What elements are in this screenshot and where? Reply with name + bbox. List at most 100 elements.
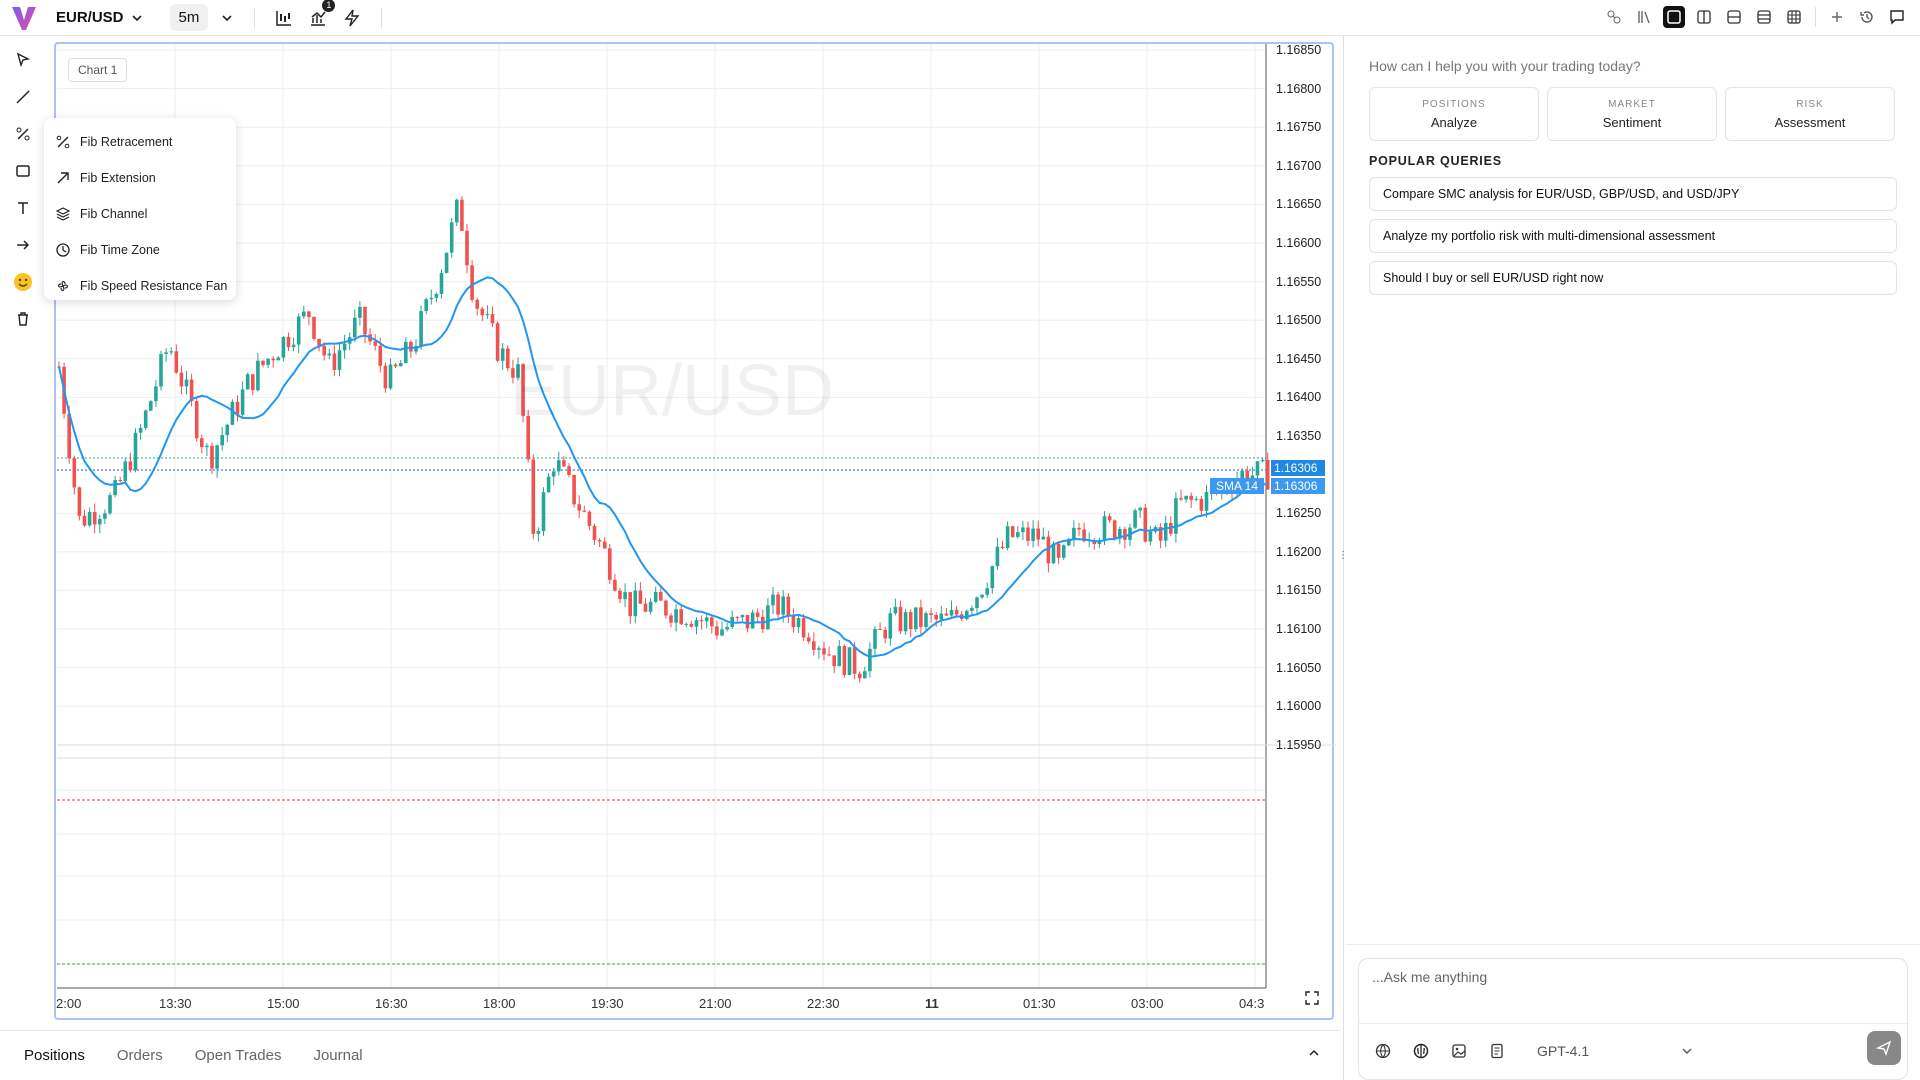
cursor-icon[interactable] <box>0 41 46 78</box>
candle-body <box>669 615 673 623</box>
fibonacci-icon[interactable] <box>0 115 46 152</box>
trend-line-icon[interactable] <box>0 78 46 115</box>
price-tick: 1.16000 <box>1276 699 1322 714</box>
symbol-selector[interactable]: EUR/USD <box>56 9 142 26</box>
query-item[interactable]: Compare SMC analysis for EUR/USD, GBP/US… <box>1369 177 1897 211</box>
tab-positions[interactable]: Positions <box>24 1047 85 1064</box>
candle-body <box>220 435 224 446</box>
candle-body <box>852 647 857 674</box>
candle-body <box>302 311 306 317</box>
layout-two-columns-icon[interactable] <box>1693 6 1715 28</box>
candle-body <box>1036 528 1040 540</box>
card-positions-analyze[interactable]: POSITIONS Analyze <box>1369 87 1539 141</box>
globe-icon[interactable] <box>1371 1039 1395 1063</box>
candle-body <box>1005 526 1010 549</box>
candle-body <box>939 613 944 620</box>
toolbar-divider <box>1815 7 1816 27</box>
sma-value-tag: 1.16306 <box>1271 478 1325 494</box>
model-selector[interactable]: GPT-4.1 <box>1537 1043 1590 1059</box>
layout-three-rows-icon[interactable] <box>1753 6 1775 28</box>
candle-body <box>1118 529 1122 539</box>
candle-body <box>1046 536 1051 564</box>
price-chart[interactable] <box>0 0 1340 1030</box>
candle-body <box>87 512 92 526</box>
candle-body <box>679 609 683 625</box>
candle-body <box>327 353 332 356</box>
app-logo[interactable] <box>10 4 38 32</box>
candle-body <box>745 615 750 629</box>
chat-input[interactable] <box>1372 969 1872 985</box>
candle-body <box>353 317 357 338</box>
candle-body <box>506 348 510 369</box>
plus-icon[interactable] <box>1826 6 1848 28</box>
card-market-sentiment[interactable]: MARKET Sentiment <box>1547 87 1717 141</box>
library-icon[interactable] <box>1633 6 1655 28</box>
image-icon[interactable] <box>1447 1039 1471 1063</box>
text-icon[interactable] <box>0 189 46 226</box>
candle-body <box>266 358 270 365</box>
chart-panel[interactable] <box>54 42 1334 1020</box>
link-icon[interactable] <box>1603 6 1625 28</box>
fan-icon <box>57 280 69 292</box>
candle-body <box>1123 529 1127 540</box>
fullscreen-icon[interactable] <box>1300 986 1324 1010</box>
layout-single-icon[interactable] <box>1663 6 1685 28</box>
indicators-icon[interactable]: 1 <box>307 0 336 29</box>
chevron-down-icon[interactable] <box>222 13 232 23</box>
timeframe-button[interactable]: 5m <box>169 4 209 31</box>
query-item[interactable]: Analyze my portfolio risk with multi-dim… <box>1369 219 1897 253</box>
candle-body <box>1204 491 1209 511</box>
candle-body <box>103 513 107 519</box>
query-item[interactable]: Should I buy or sell EUR/USD right now <box>1369 261 1897 295</box>
chevron-down-icon[interactable] <box>1681 1045 1693 1057</box>
menu-item-fib-retracement[interactable]: Fib Retracement <box>44 124 236 160</box>
price-tick: 1.15950 <box>1276 737 1322 752</box>
tab-journal[interactable]: Journal <box>313 1047 363 1064</box>
tab-orders[interactable]: Orders <box>116 1047 163 1064</box>
arrow-icon[interactable] <box>0 226 46 263</box>
brain-icon[interactable] <box>1409 1039 1433 1063</box>
candle-body <box>776 594 780 615</box>
candle-body <box>1138 507 1142 511</box>
emoji-icon[interactable] <box>0 263 46 300</box>
candle-body <box>1148 531 1153 542</box>
layout-two-rows-icon[interactable] <box>1723 6 1745 28</box>
candle-body <box>1240 470 1244 480</box>
price-tick: 1.16150 <box>1276 583 1322 598</box>
candle-body <box>868 648 872 672</box>
candle-body <box>817 648 821 650</box>
lightning-icon[interactable] <box>341 7 363 29</box>
candle-body <box>143 410 148 428</box>
rectangle-icon[interactable] <box>0 152 46 189</box>
candle-body <box>847 647 852 675</box>
send-button[interactable] <box>1867 1031 1901 1065</box>
chart-type-icon[interactable] <box>273 7 295 29</box>
candle-body <box>358 306 362 318</box>
history-icon[interactable] <box>1856 6 1878 28</box>
menu-item-fib-extension[interactable]: Fib Extension <box>44 160 236 196</box>
menu-item-fib-speed-resistance-fan[interactable]: Fib Speed Resistance Fan <box>44 268 236 304</box>
chevron-up-icon[interactable] <box>1308 1047 1320 1059</box>
layout-grid-icon[interactable] <box>1783 6 1805 28</box>
candle-body <box>322 345 326 356</box>
time-axis[interactable]: 2:00 13:30 15:00 16:30 18:00 19:30 21:00… <box>56 992 1266 1012</box>
candle-body <box>664 600 668 616</box>
candle-body <box>312 316 316 339</box>
candle-body <box>159 354 163 387</box>
resize-handle-icon[interactable]: ⋮ <box>1338 550 1348 561</box>
candle-body <box>1260 459 1265 462</box>
candle-body <box>526 415 530 460</box>
candle-body <box>1158 527 1163 541</box>
candle-body <box>801 618 806 638</box>
chat-icon[interactable] <box>1886 6 1908 28</box>
menu-item-fib-channel[interactable]: Fib Channel <box>44 196 236 232</box>
candle-body <box>465 230 469 266</box>
candle-body <box>796 618 801 628</box>
document-icon[interactable] <box>1485 1039 1509 1063</box>
card-risk-assessment[interactable]: RISK Assessment <box>1725 87 1895 141</box>
menu-item-fib-time-zone[interactable]: Fib Time Zone <box>44 232 236 268</box>
trash-icon[interactable] <box>0 300 46 337</box>
candle-body <box>383 365 388 389</box>
symbol-watermark: EUR/USD <box>510 351 835 431</box>
tab-open-trades[interactable]: Open Trades <box>194 1047 282 1064</box>
